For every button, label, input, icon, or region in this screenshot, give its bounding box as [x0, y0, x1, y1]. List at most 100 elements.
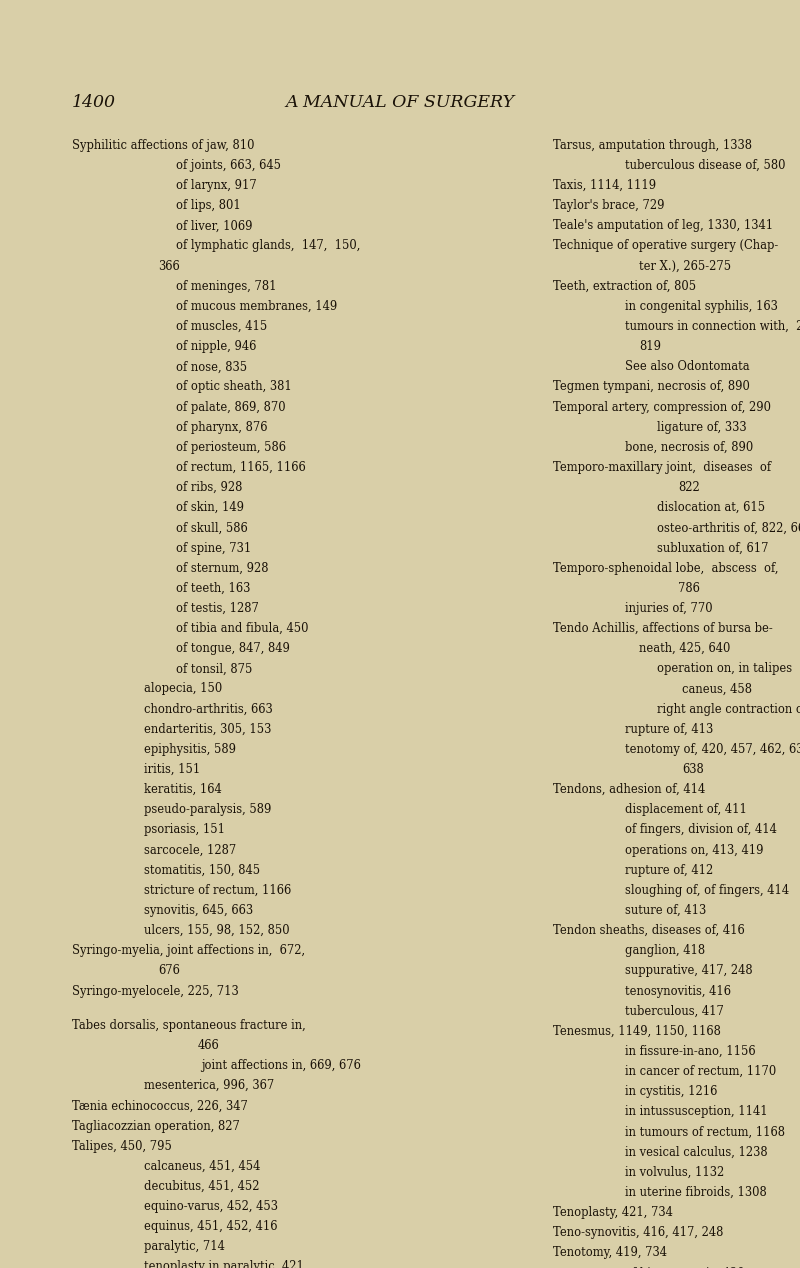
- Text: psoriasis, 151: psoriasis, 151: [145, 823, 226, 837]
- Text: alopecia, 150: alopecia, 150: [145, 682, 222, 696]
- Text: epiphysitis, 589: epiphysitis, 589: [145, 743, 237, 756]
- Text: in intussusception, 1141: in intussusception, 1141: [625, 1106, 768, 1118]
- Text: of skull, 586: of skull, 586: [176, 521, 248, 534]
- Text: of pharynx, 876: of pharynx, 876: [176, 421, 268, 434]
- Text: 676: 676: [158, 965, 180, 978]
- Text: Technique of operative surgery (Chap-: Technique of operative surgery (Chap-: [553, 240, 778, 252]
- Text: 819: 819: [639, 340, 661, 354]
- Text: of fingers, division of, 414: of fingers, division of, 414: [625, 823, 777, 837]
- Text: of nose, 835: of nose, 835: [176, 360, 247, 373]
- Text: of lips, 801: of lips, 801: [176, 199, 241, 212]
- Text: mesenterica, 996, 367: mesenterica, 996, 367: [145, 1079, 274, 1092]
- Text: bone, necrosis of, 890: bone, necrosis of, 890: [625, 441, 754, 454]
- Text: Tagliacozzian operation, 827: Tagliacozzian operation, 827: [72, 1120, 240, 1132]
- Text: tenoplasty in paralytic, 421: tenoplasty in paralytic, 421: [145, 1260, 304, 1268]
- Text: A MANUAL OF SURGERY: A MANUAL OF SURGERY: [286, 94, 514, 112]
- Text: Taylor's brace, 729: Taylor's brace, 729: [553, 199, 664, 212]
- Text: 638: 638: [682, 763, 704, 776]
- Text: of liver, 1069: of liver, 1069: [176, 219, 253, 232]
- Text: decubitus, 451, 452: decubitus, 451, 452: [145, 1181, 260, 1193]
- Text: of tonsil, 875: of tonsil, 875: [176, 662, 253, 676]
- Text: tumours in connection with,  207,: tumours in connection with, 207,: [625, 320, 800, 333]
- Text: of muscles, 415: of muscles, 415: [176, 320, 268, 333]
- Text: of tongue, 847, 849: of tongue, 847, 849: [176, 642, 290, 656]
- Text: of meninges, 781: of meninges, 781: [176, 280, 277, 293]
- Text: in congenital syphilis, 163: in congenital syphilis, 163: [625, 299, 778, 313]
- Text: Tarsus, amputation through, 1338: Tarsus, amputation through, 1338: [553, 138, 752, 152]
- Text: operations on, 413, 419: operations on, 413, 419: [625, 843, 763, 857]
- Text: pseudo-paralysis, 589: pseudo-paralysis, 589: [145, 804, 272, 817]
- Text: Temporal artery, compression of, 290: Temporal artery, compression of, 290: [553, 401, 770, 413]
- Text: injuries of, 770: injuries of, 770: [625, 602, 713, 615]
- Text: Teale's amputation of leg, 1330, 1341: Teale's amputation of leg, 1330, 1341: [553, 219, 773, 232]
- Text: tuberculous disease of, 580: tuberculous disease of, 580: [625, 158, 786, 172]
- Text: subluxation of, 617: subluxation of, 617: [657, 541, 769, 554]
- Text: joint affections in, 669, 676: joint affections in, 669, 676: [202, 1059, 362, 1073]
- Text: Temporo-maxillary joint,  diseases  of: Temporo-maxillary joint, diseases of: [553, 462, 771, 474]
- Text: of skin, 149: of skin, 149: [176, 501, 244, 515]
- Text: 1400: 1400: [72, 94, 116, 112]
- Text: Tabes dorsalis, spontaneous fracture in,: Tabes dorsalis, spontaneous fracture in,: [72, 1018, 306, 1032]
- Text: synovitis, 645, 663: synovitis, 645, 663: [145, 904, 254, 917]
- Text: keratitis, 164: keratitis, 164: [145, 784, 222, 796]
- Text: of palate, 869, 870: of palate, 869, 870: [176, 401, 286, 413]
- Text: rupture of, 412: rupture of, 412: [625, 864, 714, 876]
- Text: suture of, 413: suture of, 413: [625, 904, 706, 917]
- Text: in cancer of rectum, 1170: in cancer of rectum, 1170: [625, 1065, 776, 1078]
- Text: osteo-arthritis of, 822, 669: osteo-arthritis of, 822, 669: [657, 521, 800, 534]
- Text: neath, 425, 640: neath, 425, 640: [639, 642, 730, 656]
- Text: Tenotomy, 419, 734: Tenotomy, 419, 734: [553, 1246, 666, 1259]
- Text: of teeth, 163: of teeth, 163: [176, 582, 250, 595]
- Text: displacement of, 411: displacement of, 411: [625, 804, 747, 817]
- Text: Tendons, adhesion of, 414: Tendons, adhesion of, 414: [553, 784, 705, 796]
- Text: Syringo-myelocele, 225, 713: Syringo-myelocele, 225, 713: [72, 984, 239, 998]
- Text: 366: 366: [158, 260, 180, 273]
- Text: Tænia echinococcus, 226, 347: Tænia echinococcus, 226, 347: [72, 1099, 248, 1112]
- Text: of tibia and fibula, 450: of tibia and fibula, 450: [176, 623, 309, 635]
- Text: See also Odontomata: See also Odontomata: [625, 360, 750, 373]
- Text: caneus, 458: caneus, 458: [682, 682, 752, 696]
- Text: of periosteum, 586: of periosteum, 586: [176, 441, 286, 454]
- Text: tenotomy of, 420, 457, 462, 636, 637,: tenotomy of, 420, 457, 462, 636, 637,: [625, 743, 800, 756]
- Text: Tendon sheaths, diseases of, 416: Tendon sheaths, diseases of, 416: [553, 924, 745, 937]
- Text: of larynx, 917: of larynx, 917: [176, 179, 257, 191]
- Text: Taxis, 1114, 1119: Taxis, 1114, 1119: [553, 179, 656, 191]
- Text: suppurative, 417, 248: suppurative, 417, 248: [625, 965, 753, 978]
- Text: Teno-synovitis, 416, 417, 248: Teno-synovitis, 416, 417, 248: [553, 1226, 723, 1239]
- Text: in fissure-in-ano, 1156: in fissure-in-ano, 1156: [625, 1045, 756, 1058]
- Text: of sternum, 928: of sternum, 928: [176, 562, 269, 574]
- Text: Tenoplasty, 421, 734: Tenoplasty, 421, 734: [553, 1206, 673, 1219]
- Text: of ribs, 928: of ribs, 928: [176, 481, 242, 495]
- Text: of joints, 663, 645: of joints, 663, 645: [176, 158, 282, 172]
- Text: of lymphatic glands,  147,  150,: of lymphatic glands, 147, 150,: [176, 240, 361, 252]
- Text: ganglion, 418: ganglion, 418: [625, 945, 705, 957]
- Text: 786: 786: [678, 582, 700, 595]
- Text: of spine, 731: of spine, 731: [176, 541, 252, 554]
- Text: paralytic, 714: paralytic, 714: [145, 1240, 226, 1253]
- Text: of optic sheath, 381: of optic sheath, 381: [176, 380, 292, 393]
- Text: equinus, 451, 452, 416: equinus, 451, 452, 416: [145, 1220, 278, 1234]
- Text: Tegmen tympani, necrosis of, 890: Tegmen tympani, necrosis of, 890: [553, 380, 750, 393]
- Text: Talipes, 450, 795: Talipes, 450, 795: [72, 1140, 172, 1153]
- Text: dislocation at, 615: dislocation at, 615: [657, 501, 765, 515]
- Text: in vesical calculus, 1238: in vesical calculus, 1238: [625, 1146, 768, 1159]
- Text: Syringo-myelia, joint affections in,  672,: Syringo-myelia, joint affections in, 672…: [72, 945, 306, 957]
- Text: Tendo Achillis, affections of bursa be-: Tendo Achillis, affections of bursa be-: [553, 623, 773, 635]
- Text: of biceps cruris, 420: of biceps cruris, 420: [625, 1267, 745, 1268]
- Text: Temporo-sphenoidal lobe,  abscess  of,: Temporo-sphenoidal lobe, abscess of,: [553, 562, 778, 574]
- Text: ligature of, 333: ligature of, 333: [657, 421, 746, 434]
- Text: operation on, in talipes  cai-: operation on, in talipes cai-: [657, 662, 800, 676]
- Text: sarcocele, 1287: sarcocele, 1287: [145, 843, 237, 857]
- Text: 822: 822: [678, 481, 699, 495]
- Text: of nipple, 946: of nipple, 946: [176, 340, 257, 354]
- Text: in tumours of rectum, 1168: in tumours of rectum, 1168: [625, 1126, 785, 1139]
- Text: ulcers, 155, 98, 152, 850: ulcers, 155, 98, 152, 850: [145, 924, 290, 937]
- Text: in uterine fibroids, 1308: in uterine fibroids, 1308: [625, 1186, 766, 1200]
- Text: right angle contraction of, 461: right angle contraction of, 461: [657, 702, 800, 715]
- Text: endarteritis, 305, 153: endarteritis, 305, 153: [145, 723, 272, 735]
- Text: Teeth, extraction of, 805: Teeth, extraction of, 805: [553, 280, 696, 293]
- Text: Tenesmus, 1149, 1150, 1168: Tenesmus, 1149, 1150, 1168: [553, 1025, 721, 1038]
- Text: sloughing of, of fingers, 414: sloughing of, of fingers, 414: [625, 884, 789, 896]
- Text: tuberculous, 417: tuberculous, 417: [625, 1004, 724, 1018]
- Text: ter X.), 265-275: ter X.), 265-275: [639, 260, 731, 273]
